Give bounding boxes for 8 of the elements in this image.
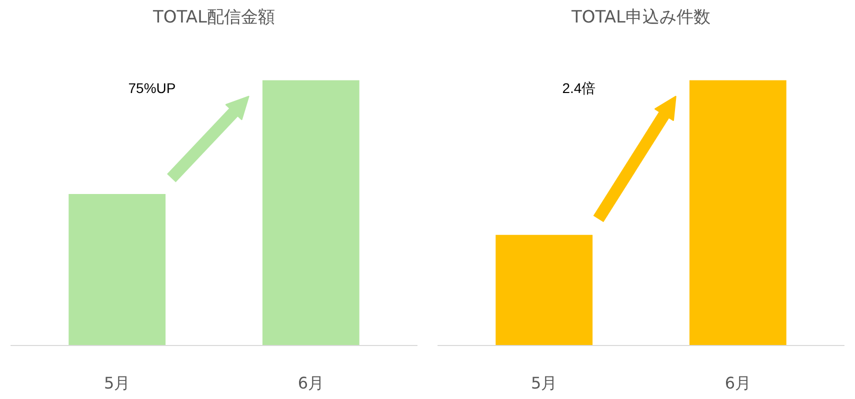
x-tick-label: 5月	[531, 374, 558, 392]
chart-title: TOTAL申込み件数	[570, 8, 710, 28]
x-tick-label: 6月	[298, 374, 324, 392]
x-tick-label: 5月	[104, 374, 130, 392]
x-tick-label: 6月	[724, 374, 751, 392]
annotation: 2.4倍	[562, 80, 596, 96]
chart-title: TOTAL配信金額	[152, 8, 275, 28]
annotation: 75%UP	[128, 80, 176, 96]
